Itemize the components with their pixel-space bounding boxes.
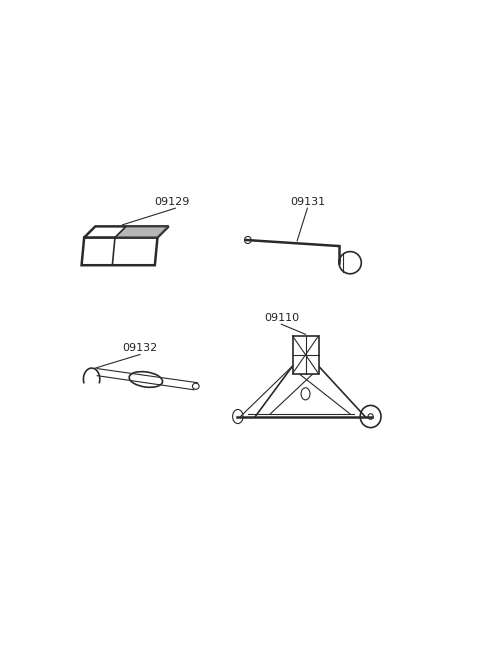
Polygon shape: [84, 227, 168, 238]
Polygon shape: [115, 227, 168, 238]
Text: 09132: 09132: [122, 343, 157, 354]
Bar: [292, 336, 319, 373]
Text: 09131: 09131: [290, 197, 325, 207]
Text: 09129: 09129: [154, 197, 189, 207]
Text: 09110: 09110: [264, 313, 299, 323]
